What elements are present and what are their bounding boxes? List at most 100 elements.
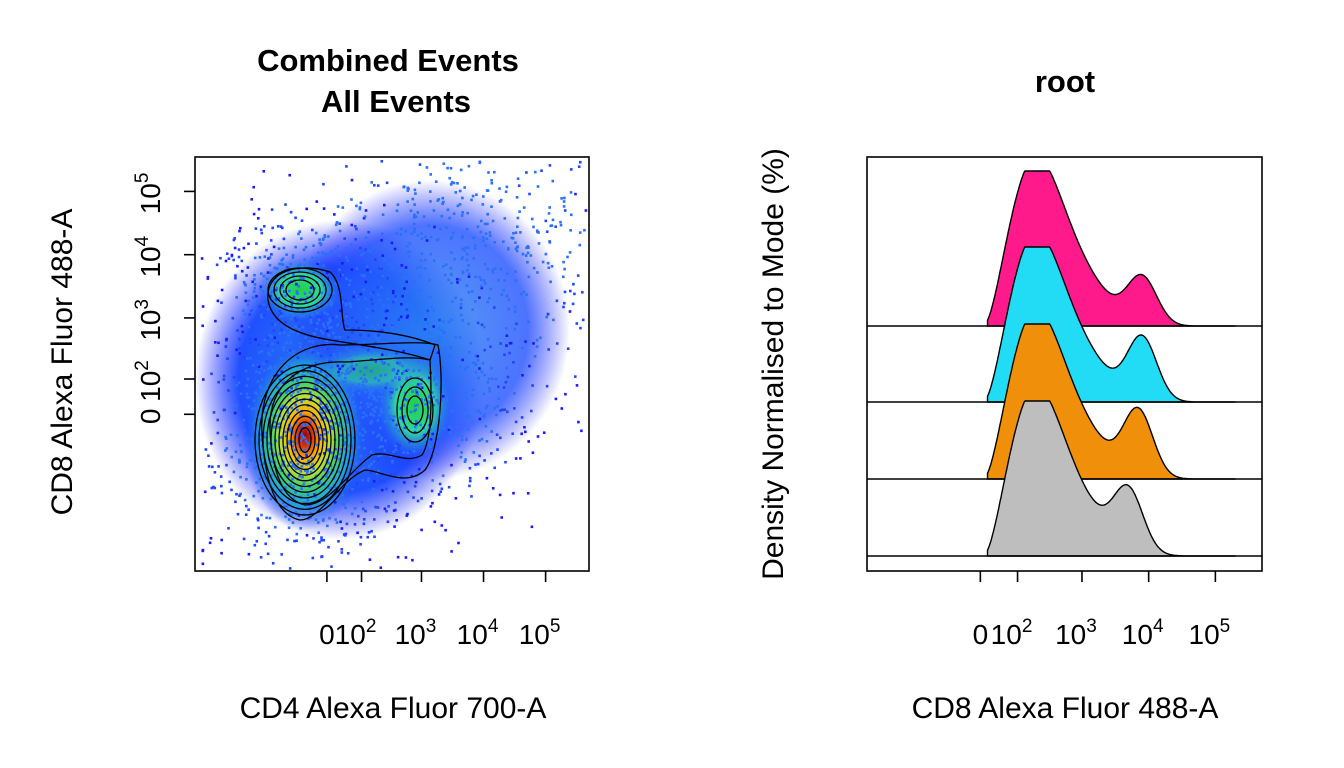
scatter-point (554, 397, 558, 401)
scatter-point (520, 416, 524, 419)
scatter-point (380, 160, 384, 163)
scatter-point (580, 429, 583, 433)
scatter-point (326, 485, 330, 489)
scatter-point (479, 230, 483, 234)
scatter-point (369, 471, 373, 475)
scatter-point (349, 405, 353, 409)
scatter-point (451, 300, 454, 303)
scatter-point (310, 479, 314, 482)
scatter-point (480, 437, 484, 441)
scatter-point (276, 341, 280, 344)
scatter-point (486, 222, 489, 226)
scatter-point (303, 263, 307, 267)
scatter-point (301, 311, 305, 315)
scatter-point (532, 342, 535, 345)
scatter-point (452, 181, 456, 185)
scatter-point (530, 217, 534, 221)
scatter-point (350, 243, 353, 246)
scatter-point (333, 407, 337, 410)
scatter-point (291, 440, 295, 444)
scatter-point (476, 225, 480, 228)
scatter-point (412, 450, 416, 453)
scatter-point (272, 329, 276, 332)
scatter-point (366, 268, 369, 272)
scatter-point (317, 251, 320, 255)
scatter-point (295, 290, 299, 293)
scatter-point (334, 518, 337, 521)
scatter-point (370, 529, 373, 533)
scatter-point (345, 248, 348, 252)
scatter-point (486, 404, 489, 407)
scatter-point (569, 229, 572, 232)
scatter-point (403, 275, 407, 278)
scatter-point (433, 378, 436, 381)
scatter-point (277, 425, 280, 429)
scatter-point (399, 315, 403, 319)
scatter-point (329, 354, 332, 357)
scatter-point (290, 394, 293, 397)
scatter-point (327, 328, 330, 331)
scatter-point (280, 259, 283, 262)
scatter-point (454, 497, 458, 500)
histogram-x-tick-label: 102 (991, 616, 1033, 650)
scatter-point (280, 553, 283, 556)
scatter-point (415, 421, 419, 424)
scatter-point (321, 331, 325, 335)
scatter-point (405, 369, 408, 372)
scatter-point (380, 395, 384, 399)
scatter-point (305, 534, 309, 537)
scatter-point (275, 267, 279, 271)
scatter-point (298, 345, 302, 349)
scatter-point (345, 450, 349, 453)
scatter-point (394, 299, 397, 302)
contour-line (279, 275, 321, 305)
scatter-point (428, 355, 432, 358)
scatter-point (570, 168, 573, 171)
scatter-point (318, 540, 321, 544)
scatter-point (361, 434, 365, 437)
scatter-point (478, 417, 482, 421)
scatter-point (355, 353, 358, 356)
scatter-point (401, 284, 404, 288)
scatter-point (358, 206, 362, 209)
scatter-point (303, 292, 307, 295)
scatter-point (461, 403, 465, 406)
scatter-point (268, 334, 272, 337)
scatter-point (419, 386, 422, 389)
scatter-point (344, 401, 347, 404)
scatter-point (334, 282, 337, 286)
scatter-point (405, 376, 409, 380)
scatter-point (275, 494, 278, 498)
scatter-point (577, 165, 581, 168)
scatter-point (285, 391, 288, 394)
contour-line (298, 427, 312, 453)
scatter-point (261, 290, 265, 293)
scatter-point (401, 320, 405, 323)
scatter-point (263, 475, 266, 478)
scatter-point (349, 370, 352, 373)
scatter-point (497, 278, 500, 282)
scatter-point (309, 316, 312, 319)
scatter-point (203, 490, 207, 494)
scatter-point (314, 380, 317, 383)
scatter-point (500, 516, 503, 519)
scatter-point (448, 176, 451, 180)
scatter-point (474, 354, 478, 358)
scatter-point (258, 256, 262, 259)
scatter-point (243, 356, 247, 359)
scatter-point (407, 255, 411, 258)
scatter-point (302, 353, 306, 356)
scatter-point (533, 355, 537, 358)
scatter-point (413, 404, 417, 408)
scatter-point (277, 247, 281, 250)
scatter-point (402, 451, 406, 454)
scatter-point (201, 324, 204, 328)
scatter-point (405, 308, 409, 311)
scatter-plot-area (195, 160, 588, 570)
scatter-point (470, 290, 474, 293)
scatter-point (246, 377, 249, 381)
scatter-point (514, 231, 518, 234)
scatter-point (438, 318, 441, 322)
scatter-point (373, 410, 377, 413)
scatter-point (364, 209, 368, 212)
